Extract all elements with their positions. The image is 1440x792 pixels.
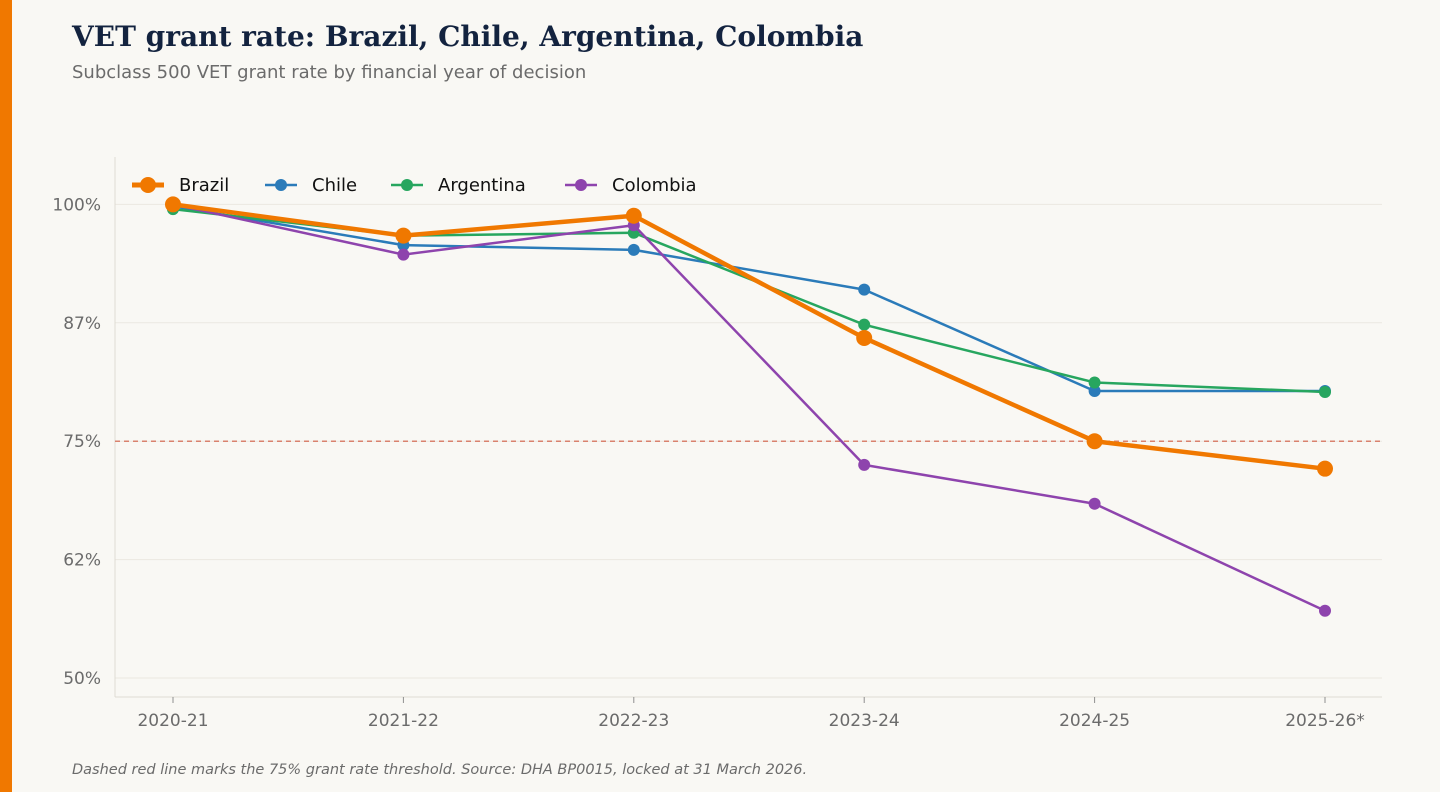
data-point-brazil	[1317, 460, 1333, 477]
y-tick-label: 50%	[63, 669, 101, 689]
x-tick-label: 2022-23	[598, 711, 669, 731]
series-line-chile	[171, 205, 1327, 393]
data-point-chile	[1088, 385, 1101, 397]
series-line-brazil	[170, 202, 1328, 471]
data-point-colombia	[858, 458, 871, 471]
x-tick-label: 2020-21	[137, 711, 208, 731]
chart-subtitle: Subclass 500 VET grant rate by financial…	[72, 62, 587, 83]
legend-marker-brazil	[140, 177, 156, 193]
data-point-colombia	[1088, 497, 1101, 510]
data-point-brazil	[395, 227, 412, 244]
legend-label-chile: Chile	[312, 175, 357, 196]
data-point-argentina	[1319, 385, 1331, 398]
y-tick-label: 87%	[63, 314, 101, 334]
chart-title: VET grant rate: Brazil, Chile, Argentina…	[72, 20, 864, 53]
y-tick-label: 75%	[63, 432, 101, 452]
legend: Brazil Chile Argentina Colombia	[132, 175, 697, 196]
data-point-brazil	[856, 329, 873, 346]
legend-label-colombia: Colombia	[612, 175, 697, 196]
data-point-chile	[858, 283, 871, 296]
x-tick-label: 2023-24	[829, 711, 900, 731]
legend-marker-argentina	[401, 179, 413, 191]
data-point-brazil	[1086, 433, 1103, 450]
data-point-colombia	[397, 248, 410, 261]
legend-label-brazil: Brazil	[179, 175, 229, 196]
data-point-colombia	[1319, 604, 1331, 617]
chart-footnote: Dashed red line marks the 75% grant rate…	[72, 762, 808, 778]
accent-bar	[0, 0, 12, 792]
x-tick-label: 2024-25	[1059, 711, 1130, 731]
x-tick-label: 2025-26*	[1285, 711, 1365, 731]
series-line-colombia	[171, 203, 1327, 613]
data-point-brazil	[625, 207, 642, 224]
data-point-chile	[627, 243, 640, 256]
data-point-brazil	[165, 196, 181, 213]
y-tick-label: 62%	[63, 551, 101, 571]
legend-label-argentina: Argentina	[438, 175, 526, 196]
y-tick-label: 100%	[52, 195, 101, 215]
legend-marker-colombia	[575, 179, 587, 191]
legend-marker-chile	[275, 179, 287, 191]
data-point-argentina	[858, 318, 871, 331]
x-tick-label: 2021-22	[368, 711, 439, 731]
data-point-argentina	[1088, 376, 1101, 389]
